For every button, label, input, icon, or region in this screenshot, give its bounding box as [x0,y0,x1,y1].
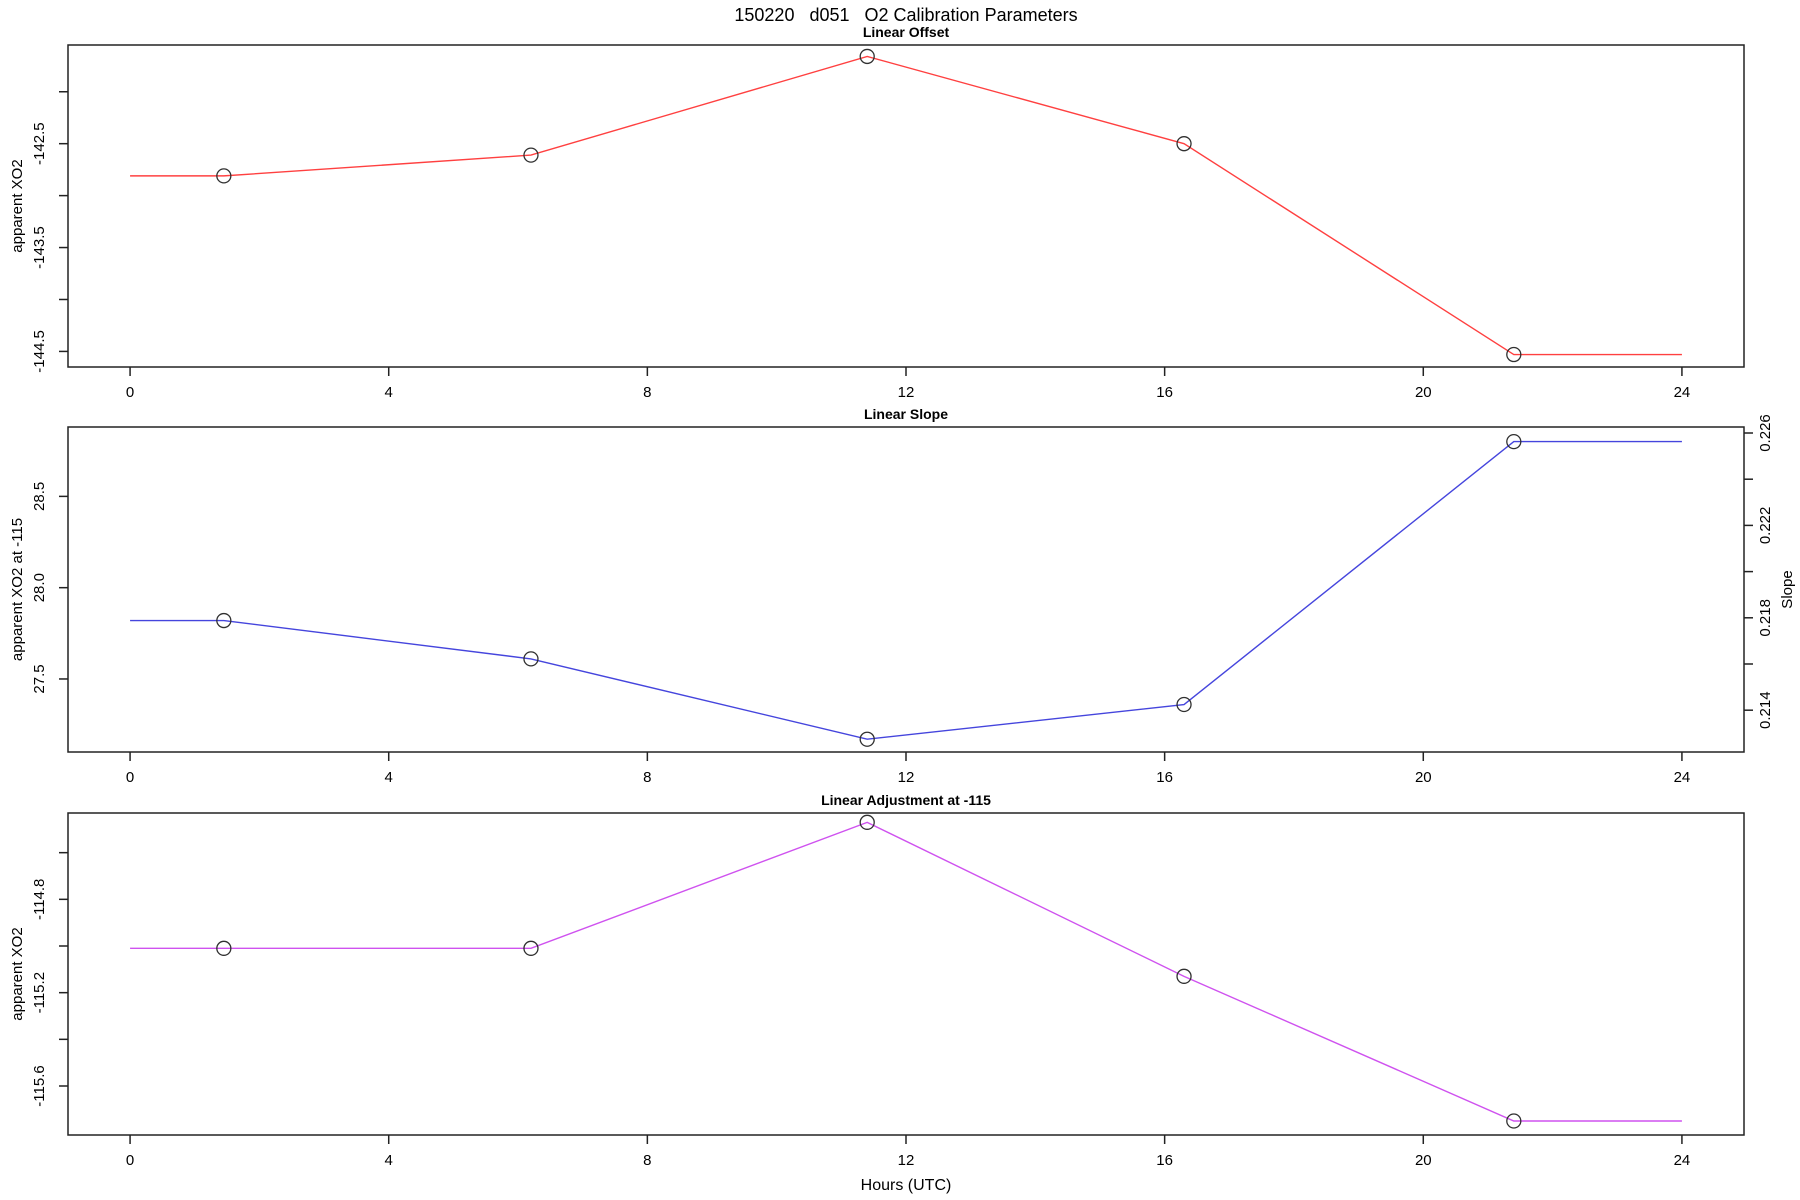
y-tick-label: 28.5 [31,482,48,511]
y-tick-label: 27.5 [31,664,48,693]
x-tick-label: 20 [1415,1152,1432,1169]
data-point [1506,433,1522,450]
data-point [216,940,232,956]
data-point [523,940,539,956]
x-tick-label: 16 [1156,769,1173,786]
x-tick-label: 24 [1674,769,1691,786]
series-line-linear-adjustment-at-115 [130,821,1682,1122]
x-tick-label: 4 [385,384,393,401]
x-tick-label: 24 [1674,1152,1691,1169]
y-tick-label: -144.5 [31,330,48,373]
data-point [216,612,232,629]
y-axis-title: apparent XO2 at -115 [9,518,26,661]
x-tick-label: 20 [1415,384,1432,401]
data-point [1176,136,1192,152]
x-axis-title: Hours (UTC) [861,1177,952,1194]
data-point [1176,696,1192,713]
x-tick-label: 0 [126,384,134,401]
data-point [216,168,232,184]
x-tick-label: 4 [385,1152,393,1169]
panel-title: Linear Offset [863,24,950,40]
y-tick-label: -143.5 [31,226,48,269]
panel-linear-slope: Linear Slope 0 4 8 12 16 20 24 27.5 28.0 28.5 appar… [9,406,1796,786]
x-tick-label: 12 [898,1152,915,1169]
panel-linear-adjustment-at-115: Linear Adjustment at -115 0 4 8 12 16 20 24 -115… [9,792,1745,1169]
right-y-tick-label: 0.214 [1757,691,1774,729]
plot-frame [67,426,1745,753]
plot-frame [67,44,1745,368]
y-tick-label: -115.2 [31,972,48,1013]
x-tick-label: 8 [643,1152,651,1169]
page-title: 150220 d051 O2 Calibration Parameters [734,5,1078,25]
data-point [1506,346,1522,363]
data-point [1506,1113,1522,1129]
data-point [523,651,539,667]
series-line-linear-offset [130,55,1682,356]
y-tick-label: -115.6 [31,1065,48,1106]
y-tick-label: -142.5 [31,122,48,165]
y-axis-title: apparent XO2 [9,927,26,1020]
x-tick-label: 0 [126,769,134,786]
x-tick-label: 16 [1156,384,1173,401]
data-point [859,48,875,65]
x-tick-label: 4 [385,769,393,786]
x-tick-label: 8 [643,769,651,786]
x-tick-label: 24 [1674,384,1691,401]
y-tick-label: 28.0 [31,573,48,602]
x-tick-label: 8 [643,384,651,401]
panel-title: Linear Adjustment at -115 [821,792,991,808]
x-tick-label: 12 [898,769,915,786]
x-tick-label: 16 [1156,1152,1173,1169]
right-y-axis-title: Slope [1779,570,1796,608]
x-tick-label: 0 [126,1152,134,1169]
right-y-tick-label: 0.226 [1757,414,1774,452]
data-point [859,814,875,830]
y-tick-label: -114.8 [31,879,48,920]
panel-title: Linear Slope [864,406,948,422]
plot-frame [67,812,1745,1136]
data-point [859,731,875,747]
right-y-tick-label: 0.222 [1757,507,1774,545]
data-point [523,147,539,163]
panel-linear-offset: Linear Offset 0 4 8 12 16 20 24 -144.5 -143.5 -142… [9,24,1745,401]
x-tick-label: 20 [1415,769,1432,786]
data-point [1176,968,1192,984]
series-line-linear-slope [130,440,1682,740]
y-axis-title: apparent XO2 [9,159,26,252]
right-y-tick-label: 0.218 [1757,599,1774,637]
x-tick-label: 12 [898,384,915,401]
